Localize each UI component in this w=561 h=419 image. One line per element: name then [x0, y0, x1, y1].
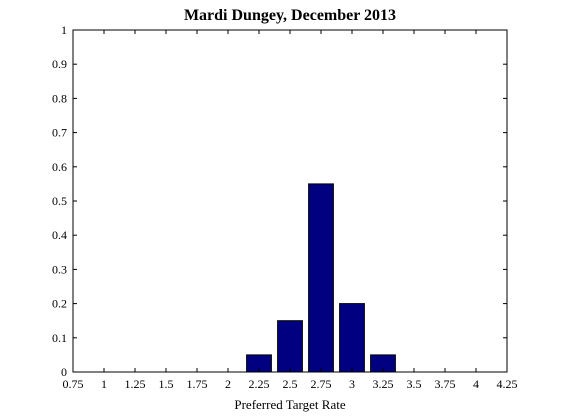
x-tick-label: 4 [473, 377, 479, 391]
chart-title: Mardi Dungey, December 2013 [184, 7, 396, 24]
y-tick-label: 1 [61, 23, 67, 37]
y-tick-label: 0.4 [52, 228, 67, 242]
y-tick-label: 0.9 [52, 57, 67, 71]
y-tick-label: 0.8 [52, 91, 67, 105]
y-tick-label: 0.6 [52, 160, 67, 174]
x-tick-label: 2.25 [249, 377, 270, 391]
x-tick-label: 1.25 [125, 377, 146, 391]
x-axis-label: Preferred Target Rate [234, 397, 345, 412]
y-tick-label: 0.5 [52, 194, 67, 208]
y-tick-label: 0.7 [52, 126, 67, 140]
x-tick-label: 2.75 [311, 377, 332, 391]
x-tick-label: 3 [349, 377, 355, 391]
x-tick-label: 1.5 [159, 377, 174, 391]
plot-area: 0.75 1 1.25 1.5 1.75 2 2.25 2.5 2.75 3 3.25 3.5 3.75… [52, 23, 518, 391]
y-tick-label: 0.1 [52, 331, 67, 345]
bar [339, 303, 365, 373]
x-tick-label: 3.5 [407, 377, 422, 391]
bar [308, 183, 334, 373]
x-tick-label: 0.75 [63, 377, 84, 391]
x-tick-label: 4.25 [497, 377, 518, 391]
x-tick-label: 2 [225, 377, 231, 391]
y-tick-label: 0.2 [52, 297, 67, 311]
x-tick-label: 1.75 [187, 377, 208, 391]
x-tick-label: 1 [101, 377, 107, 391]
x-tick-label: 3.25 [373, 377, 394, 391]
x-tick-label: 3.75 [435, 377, 456, 391]
y-tick-label: 0 [61, 365, 67, 379]
x-tick-label: 2.5 [283, 377, 298, 391]
y-tick-label: 0.3 [52, 262, 67, 276]
bar [277, 320, 303, 373]
